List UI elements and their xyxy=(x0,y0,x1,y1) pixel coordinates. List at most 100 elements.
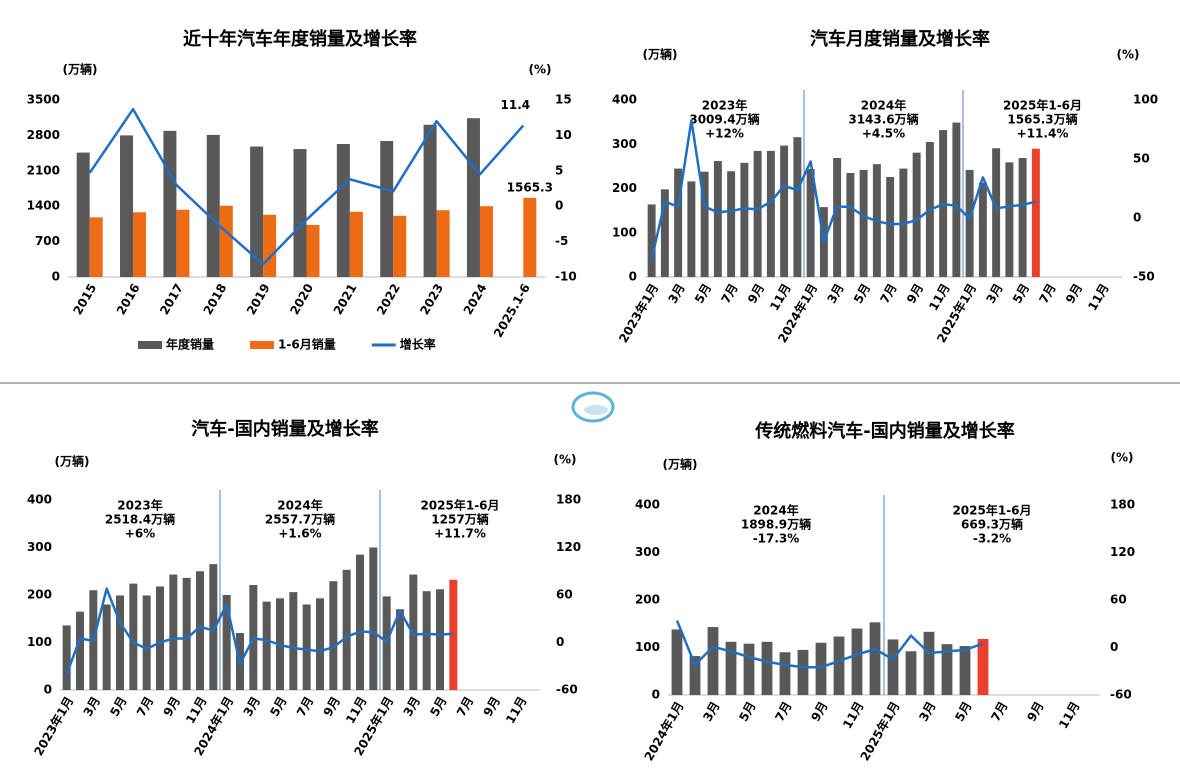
bar xyxy=(479,206,493,277)
annotation: 2023年 xyxy=(117,498,162,513)
x-tick-label: 3月 xyxy=(983,281,1005,306)
bar xyxy=(713,161,722,277)
legend-label: 1-6月销量 xyxy=(278,337,336,352)
bar xyxy=(965,169,974,277)
y-tick-label: 0 xyxy=(629,270,637,284)
y-tick-label: 300 xyxy=(635,545,660,559)
x-tick-label: 11月 xyxy=(926,281,952,313)
bar xyxy=(182,577,191,690)
bar xyxy=(941,644,953,695)
y2-tick-label: 0 xyxy=(556,635,564,649)
bar xyxy=(289,592,298,690)
x-tick-label: 2023年1月 xyxy=(615,281,661,345)
bar xyxy=(674,168,683,277)
x-tick-label: 9月 xyxy=(1063,281,1085,306)
y-tick-label: 0 xyxy=(652,688,660,702)
y2-unit: (%) xyxy=(1111,451,1134,465)
legend-label: 年度销量 xyxy=(166,337,214,352)
y-tick-label: 400 xyxy=(612,93,637,107)
x-tick-label: 3月 xyxy=(700,699,722,724)
y-tick-label: 2800 xyxy=(27,128,60,142)
x-tick-label: 7月 xyxy=(877,281,899,306)
bar xyxy=(380,140,394,277)
bar xyxy=(700,171,709,277)
y2-tick-label: 60 xyxy=(1110,593,1127,607)
x-tick-label: 2024年1月 xyxy=(641,699,687,763)
bar xyxy=(905,651,917,695)
bar xyxy=(793,137,802,277)
bar xyxy=(743,643,755,695)
y-tick-label: 2100 xyxy=(27,163,60,177)
annotation: 669.3万辆 xyxy=(961,517,1023,532)
y-tick-label: 3500 xyxy=(27,93,60,107)
bar xyxy=(336,143,350,277)
bar xyxy=(329,581,338,690)
bar xyxy=(382,596,391,690)
y-tick-label: 1400 xyxy=(27,199,60,213)
bar xyxy=(89,217,103,277)
y-tick-label: 100 xyxy=(635,640,660,654)
x-tick-label: 5月 xyxy=(1010,281,1032,306)
bar xyxy=(423,124,437,277)
bar xyxy=(142,595,151,690)
annotation: +11.4% xyxy=(1017,127,1069,141)
bar xyxy=(753,150,762,277)
bar xyxy=(912,152,921,277)
x-tick-label: 2022 xyxy=(374,281,403,317)
x-tick-label: 2023年1月 xyxy=(30,694,76,758)
y-tick-label: 300 xyxy=(27,540,52,554)
x-tick-label: 2025.1-6 xyxy=(491,281,533,340)
x-tick-label: 3月 xyxy=(824,281,846,306)
x-tick-label: 9月 xyxy=(745,281,767,306)
annotation: 2518.4万辆 xyxy=(105,512,175,527)
x-tick-label: 11月 xyxy=(767,281,793,313)
bar xyxy=(780,145,789,277)
line xyxy=(650,119,1037,260)
y2-tick-label: 180 xyxy=(556,493,581,507)
x-tick-label: 7月 xyxy=(1036,281,1058,306)
annotation: 2025年1-6月 xyxy=(420,498,499,513)
logo xyxy=(571,391,615,423)
bar xyxy=(436,210,450,277)
x-tick-label: 2023 xyxy=(417,281,446,317)
x-tick-label: 11月 xyxy=(343,694,369,726)
y2-tick-label: -60 xyxy=(556,683,578,697)
line xyxy=(675,620,984,669)
line xyxy=(65,587,454,675)
x-tick-label: 7月 xyxy=(718,281,740,306)
bar xyxy=(740,162,749,277)
bar xyxy=(222,595,231,690)
bar xyxy=(342,569,351,690)
y-tick-label: 700 xyxy=(35,234,60,248)
y2-unit: (%) xyxy=(554,453,577,467)
annotation: +6% xyxy=(125,527,155,541)
bar xyxy=(176,209,190,277)
bar xyxy=(886,176,895,277)
annotation: +1.6% xyxy=(278,527,321,541)
x-tick-label: 9月 xyxy=(481,694,503,719)
y-tick-label: 200 xyxy=(612,181,637,195)
y2-tick-label: 50 xyxy=(1133,152,1150,166)
bar xyxy=(978,182,987,277)
y2-tick-label: 0 xyxy=(1110,640,1118,654)
annotation: 3009.4万辆 xyxy=(689,112,759,127)
bar xyxy=(806,169,815,277)
bar xyxy=(815,642,827,695)
bar xyxy=(422,591,431,690)
bar xyxy=(76,152,90,277)
annotation: 2023年 xyxy=(702,98,747,113)
bar xyxy=(120,135,134,277)
bar xyxy=(133,212,147,277)
bar xyxy=(761,641,773,695)
bar xyxy=(952,122,961,277)
annotation: +11.7% xyxy=(434,527,486,541)
bar xyxy=(779,652,791,695)
bar xyxy=(687,181,696,277)
x-tick-label: 5月 xyxy=(851,281,873,306)
bar xyxy=(766,150,775,277)
bar xyxy=(436,589,444,690)
bar xyxy=(129,583,138,690)
bar xyxy=(1005,162,1014,277)
y2-tick-label: 10 xyxy=(555,128,572,142)
